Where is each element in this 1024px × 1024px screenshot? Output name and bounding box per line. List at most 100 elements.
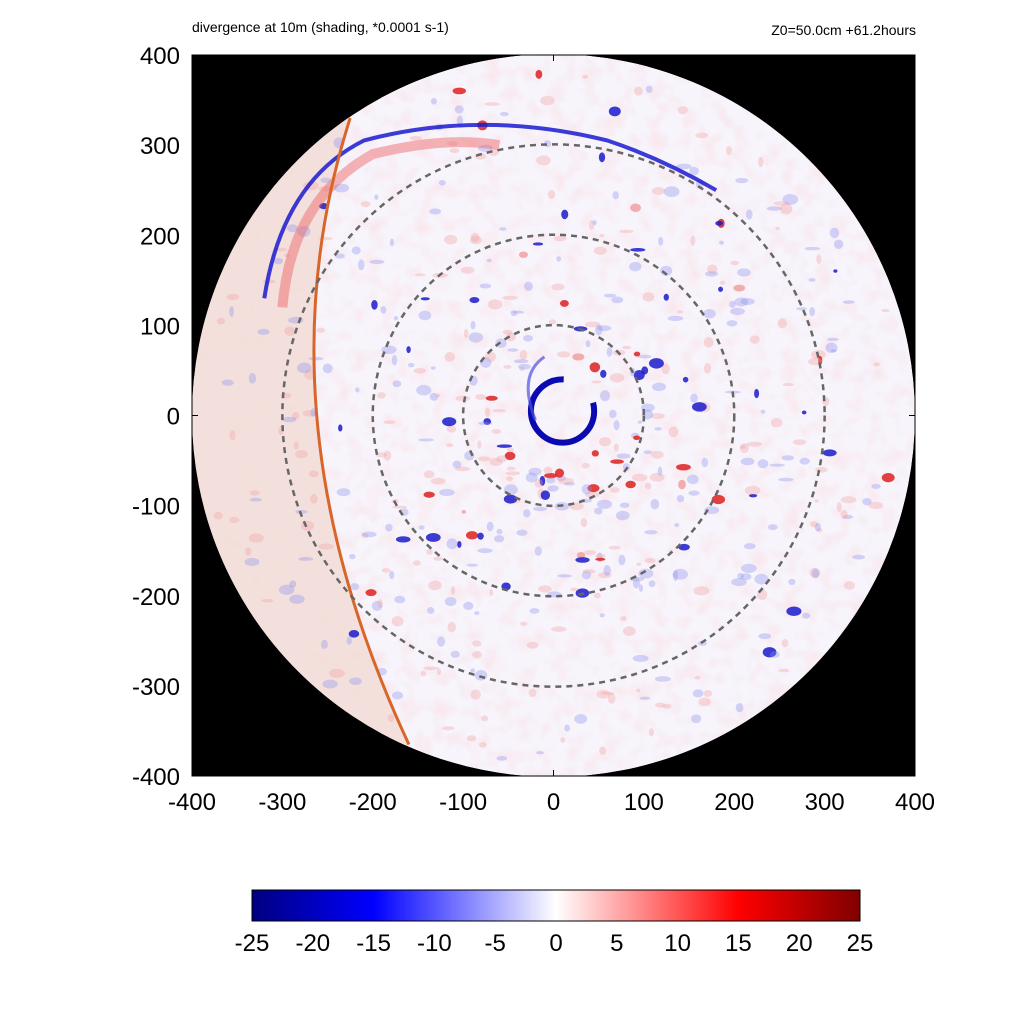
field-patch: [589, 220, 595, 231]
field-patch: [463, 601, 474, 611]
field-patch: [383, 450, 392, 461]
field-patch: [308, 356, 324, 361]
field-patch: [248, 373, 257, 384]
field-patch: [383, 420, 396, 425]
field-patch: [436, 393, 441, 398]
field-patch: [630, 248, 646, 252]
field-patch: [591, 450, 599, 457]
field-patch: [686, 474, 699, 485]
field-patch: [302, 410, 317, 417]
field-patch: [519, 366, 525, 371]
field-patch: [461, 509, 466, 514]
field-patch: [558, 477, 575, 485]
field-patch: [833, 269, 838, 273]
field-patch: [650, 413, 665, 419]
field-patch: [320, 177, 331, 183]
field-patch: [672, 568, 689, 580]
field-patch: [504, 451, 516, 461]
colorbar-tick-label: 15: [725, 930, 752, 957]
field-patch: [688, 490, 700, 496]
field-patch: [430, 97, 437, 105]
field-patch: [802, 612, 811, 619]
field-patch: [507, 348, 519, 352]
field-patch: [638, 568, 654, 579]
field-patch: [777, 318, 787, 329]
field-patch: [616, 453, 631, 459]
field-patch: [540, 490, 551, 500]
field-patch: [392, 505, 408, 509]
field-patch: [477, 440, 482, 449]
field-patch: [676, 310, 684, 314]
field-patch: [606, 347, 613, 357]
field-patch: [496, 756, 508, 761]
field-patch: [584, 321, 601, 328]
field-patch: [464, 451, 475, 461]
field-patch: [637, 420, 643, 424]
field-patch: [745, 209, 753, 220]
field-patch: [278, 584, 295, 595]
field-patch: [754, 573, 769, 585]
field-patch: [655, 702, 666, 708]
field-patch: [361, 531, 377, 538]
field-patch: [620, 616, 627, 621]
field-patch: [513, 310, 525, 314]
field-patch: [349, 583, 360, 591]
field-patch: [389, 570, 395, 580]
field-patch: [633, 435, 641, 441]
field-patch: [310, 493, 318, 504]
field-patch: [737, 268, 751, 277]
field-patch: [645, 85, 653, 93]
field-patch: [466, 563, 479, 567]
field-patch: [788, 578, 796, 585]
field-patch: [674, 523, 680, 528]
field-patch: [293, 441, 299, 450]
field-patch: [603, 565, 611, 576]
field-patch: [840, 496, 857, 504]
field-patch: [543, 466, 553, 475]
field-patch: [505, 332, 516, 342]
field-patch: [595, 553, 606, 559]
field-patch: [355, 387, 360, 393]
field-patch: [693, 586, 710, 596]
field-patch: [600, 369, 607, 378]
field-patch: [825, 342, 838, 354]
x-tick-label: 300: [805, 789, 845, 816]
y-tick-label: 200: [140, 223, 180, 250]
field-patch: [756, 589, 768, 601]
field-patch: [213, 511, 223, 520]
field-patch: [572, 353, 585, 361]
field-patch: [525, 472, 538, 483]
field-patch: [518, 251, 528, 258]
field-patch: [584, 549, 597, 556]
field-patch: [625, 480, 636, 489]
field-patch: [492, 408, 506, 413]
y-tick-label: 400: [140, 43, 180, 70]
field-patch: [829, 227, 840, 239]
field-patch: [523, 335, 533, 342]
field-patch: [438, 179, 446, 186]
field-patch: [703, 337, 714, 348]
field-patch: [695, 132, 709, 139]
field-patch: [429, 392, 439, 401]
field-patch: [585, 340, 591, 348]
field-patch: [811, 568, 820, 579]
field-patch: [638, 584, 644, 592]
field-patch: [582, 74, 588, 79]
field-patch: [644, 482, 652, 490]
field-patch: [547, 485, 559, 492]
field-patch: [871, 483, 881, 490]
field-patch: [452, 87, 467, 95]
field-patch: [450, 586, 456, 595]
field-patch: [221, 379, 234, 386]
field-patch: [454, 105, 464, 114]
field-patch: [816, 254, 822, 265]
field-patch: [641, 366, 649, 375]
field-patch: [229, 306, 235, 317]
field-patch: [468, 332, 483, 343]
field-patch: [644, 557, 656, 564]
field-patch: [703, 690, 713, 697]
field-patch: [478, 456, 491, 462]
field-patch: [478, 421, 491, 426]
field-patch: [257, 328, 270, 335]
field-patch: [726, 320, 738, 327]
